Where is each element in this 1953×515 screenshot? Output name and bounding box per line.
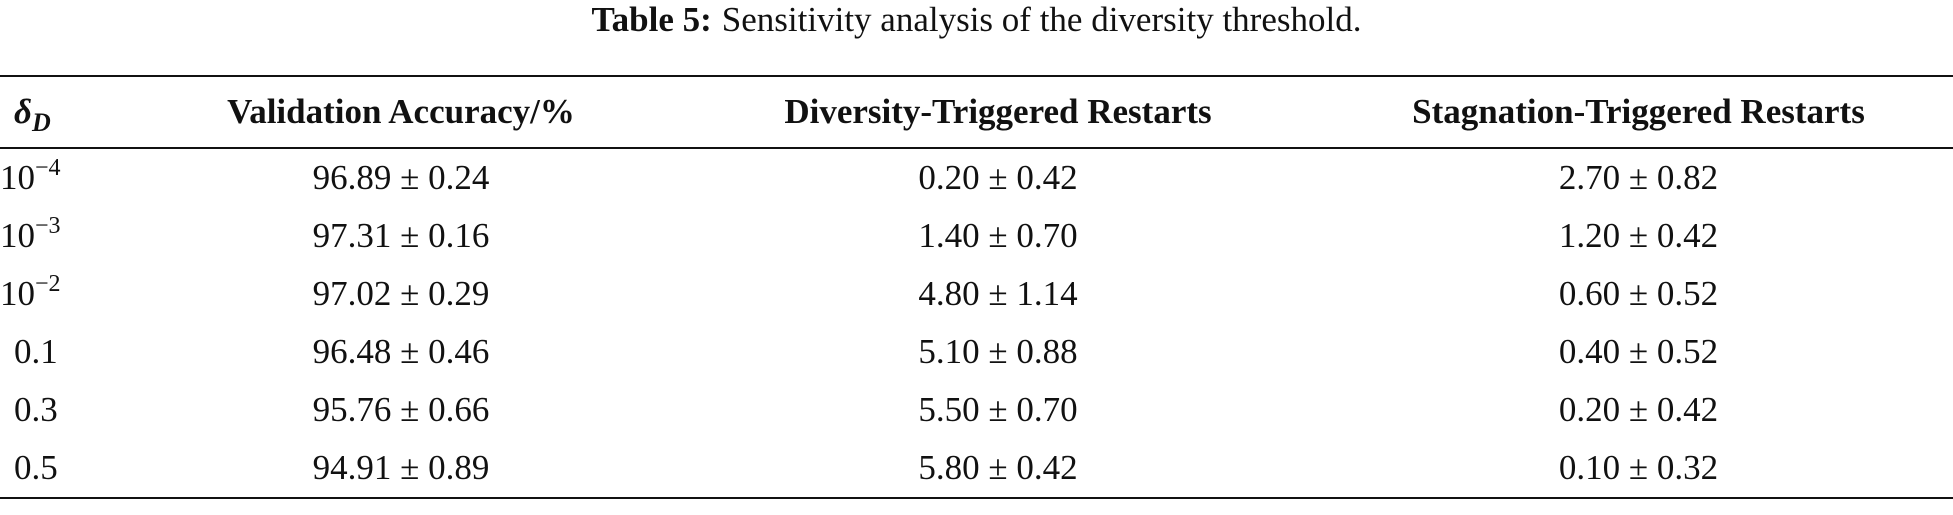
cell: 0.40 ± 0.52 <box>1558 332 1719 371</box>
header-row: δD Validation Accuracy/% Diversity-Trigger… <box>0 76 1953 148</box>
cell: 0.20 ± 0.42 <box>1558 390 1719 429</box>
table-row: 0.1 96.48 ± 0.46 5.10 ± 0.88 0.40 ± 0.52 <box>0 323 1953 381</box>
table: δD Validation Accuracy/% Diversity-Trigger… <box>0 75 1953 499</box>
caption-text: Sensitivity analysis of the diversity th… <box>721 0 1362 39</box>
cell: 0.20 ± 0.42 <box>918 158 1078 197</box>
base: 10 <box>0 216 35 255</box>
table-row: 0.3 95.76 ± 0.66 5.50 ± 0.70 0.20 ± 0.42 <box>0 381 1953 439</box>
header-cell: Validation Accuracy/% <box>227 92 575 131</box>
cell: 96.89 ± 0.24 <box>312 158 490 197</box>
cell: 95.76 ± 0.66 <box>312 390 490 429</box>
cell: 5.80 ± 0.42 <box>918 448 1078 487</box>
cell: 4.80 ± 1.14 <box>918 274 1078 313</box>
cell: 0.3 <box>14 390 58 429</box>
cell: 94.91 ± 0.89 <box>312 448 490 487</box>
cell: 2.70 ± 0.82 <box>1558 158 1719 197</box>
cell: 0.5 <box>14 448 58 487</box>
header-cell: Diversity-Triggered Restarts <box>784 92 1212 131</box>
caption-label: Table 5: <box>591 0 712 39</box>
cell: 1.40 ± 0.70 <box>918 216 1078 255</box>
exponent: −4 <box>35 155 61 181</box>
symbol: δ <box>14 92 32 131</box>
cell: 97.31 ± 0.16 <box>312 216 490 255</box>
subscript: D <box>31 108 51 137</box>
table-row: 10−4 96.89 ± 0.24 0.20 ± 0.42 2.70 ± 0.82 <box>0 148 1953 207</box>
cell: 5.10 ± 0.88 <box>918 332 1078 371</box>
header-cell: Stagnation-Triggered Restarts <box>1412 92 1865 131</box>
cell: 97.02 ± 0.29 <box>312 274 490 313</box>
cell: 0.10 ± 0.32 <box>1558 448 1719 487</box>
table-row: 0.5 94.91 ± 0.89 5.80 ± 0.42 0.10 ± 0.32 <box>0 439 1953 498</box>
cell: 0.1 <box>14 332 58 371</box>
cell: 0.60 ± 0.52 <box>1558 274 1719 313</box>
cell: 5.50 ± 0.70 <box>918 390 1078 429</box>
caption: Table 5: Sensitivity analysis of the dive… <box>0 0 1953 40</box>
cell: 96.48 ± 0.46 <box>312 332 490 371</box>
exponent: −3 <box>35 213 61 239</box>
cell: 10−4 <box>0 148 130 207</box>
cell: 1.20 ± 0.42 <box>1558 216 1719 255</box>
header-cell: δD <box>0 76 130 148</box>
table-body: 10−4 96.89 ± 0.24 0.20 ± 0.42 2.70 ± 0.82 10… <box>0 148 1953 498</box>
base: 10 <box>0 274 35 313</box>
table-row: 10−3 97.31 ± 0.16 1.40 ± 0.70 1.20 ± 0.42 <box>0 207 1953 265</box>
exponent: −2 <box>35 271 61 297</box>
base: 10 <box>0 158 35 197</box>
table-row: 10−2 97.02 ± 0.29 4.80 ± 1.14 0.60 ± 0.52 <box>0 265 1953 323</box>
cell: 10−2 <box>0 265 130 323</box>
cell: 10−3 <box>0 207 130 265</box>
